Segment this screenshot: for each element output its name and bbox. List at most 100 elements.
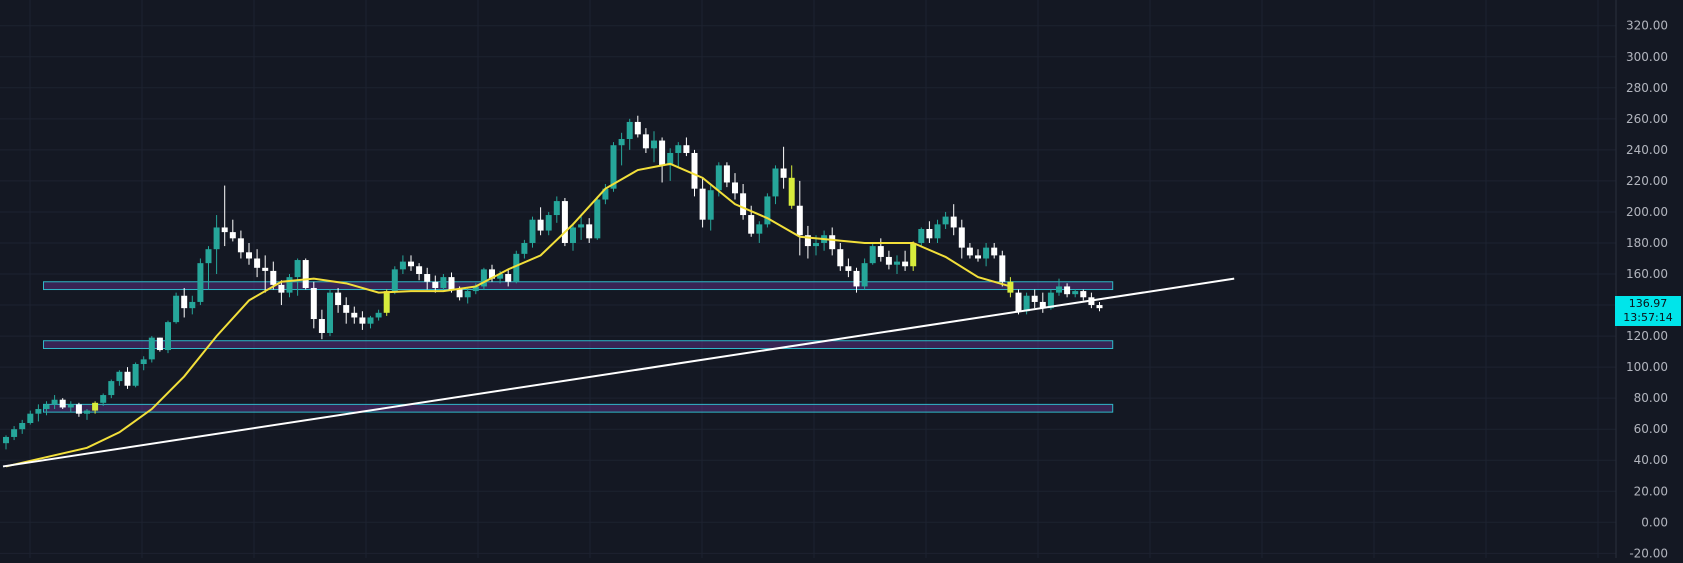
candle bbox=[432, 281, 439, 288]
candle bbox=[383, 291, 390, 313]
price-tick-label: 160.00 bbox=[1626, 267, 1668, 281]
candle bbox=[148, 337, 155, 360]
candle bbox=[926, 229, 933, 239]
candle bbox=[610, 145, 617, 189]
candle bbox=[51, 399, 58, 405]
candle bbox=[59, 399, 66, 408]
price-tick-label: 80.00 bbox=[1634, 391, 1668, 405]
candle bbox=[804, 235, 811, 247]
candle bbox=[229, 232, 236, 239]
price-tick-label: 100.00 bbox=[1626, 360, 1668, 374]
trend-line bbox=[2, 277, 1235, 468]
candle bbox=[642, 134, 649, 149]
candle bbox=[294, 260, 301, 278]
candle bbox=[505, 274, 512, 282]
candle bbox=[270, 270, 277, 285]
candle bbox=[772, 168, 779, 197]
candle bbox=[991, 247, 998, 256]
candle bbox=[108, 381, 115, 396]
candle bbox=[359, 317, 366, 324]
candle bbox=[618, 139, 625, 146]
candle bbox=[92, 402, 99, 411]
candle bbox=[1064, 286, 1071, 295]
candle bbox=[1096, 305, 1103, 309]
candle bbox=[140, 359, 147, 365]
candle bbox=[1047, 292, 1054, 309]
candle bbox=[958, 227, 965, 248]
candle bbox=[237, 238, 244, 253]
candle bbox=[197, 263, 204, 302]
candle bbox=[561, 201, 568, 243]
candle bbox=[302, 260, 309, 288]
candle bbox=[626, 121, 633, 140]
candle bbox=[651, 140, 657, 149]
candle bbox=[578, 224, 585, 228]
candle bbox=[408, 261, 414, 267]
candle bbox=[667, 152, 674, 166]
candle bbox=[1031, 295, 1038, 302]
candle bbox=[545, 215, 552, 231]
candle bbox=[254, 258, 261, 268]
price-axis[interactable]: 320.00 300.00 280.00 260.00 240.00 220.00 200.… bbox=[1626, 19, 1668, 561]
candle bbox=[351, 312, 358, 318]
candle bbox=[35, 409, 42, 414]
candle bbox=[594, 199, 601, 239]
candle bbox=[327, 292, 333, 333]
price-tick-label: 240.00 bbox=[1626, 143, 1668, 157]
candle bbox=[456, 289, 463, 298]
candle bbox=[602, 188, 609, 200]
candle bbox=[845, 266, 852, 271]
candle bbox=[675, 145, 682, 153]
candle bbox=[205, 249, 212, 264]
candle bbox=[902, 261, 909, 267]
candle bbox=[132, 364, 139, 386]
candle bbox=[464, 291, 471, 298]
bar-countdown: 13:57:14 bbox=[1623, 311, 1673, 324]
candle bbox=[683, 145, 690, 153]
candle bbox=[262, 267, 269, 271]
price-tick-label: 40.00 bbox=[1634, 453, 1668, 467]
candle bbox=[424, 274, 431, 282]
moving-average-line bbox=[5, 162, 1011, 468]
candle bbox=[1015, 292, 1022, 312]
candle bbox=[764, 196, 771, 225]
candle bbox=[796, 205, 803, 236]
candle bbox=[861, 263, 868, 287]
candle bbox=[19, 422, 26, 430]
last-price-tag: 136.97 13:57:14 bbox=[1615, 296, 1681, 326]
price-tick-label: 180.00 bbox=[1626, 236, 1668, 250]
candle bbox=[918, 229, 925, 243]
candle bbox=[529, 219, 536, 243]
candle bbox=[975, 255, 981, 259]
support-resistance-zone bbox=[43, 340, 1114, 350]
candle bbox=[416, 266, 423, 275]
candle bbox=[748, 215, 755, 234]
candle bbox=[181, 295, 188, 309]
candle bbox=[1039, 301, 1046, 309]
support-resistance-zone bbox=[43, 281, 1114, 291]
candle bbox=[286, 277, 293, 293]
candle bbox=[156, 337, 163, 351]
candle bbox=[756, 224, 763, 234]
price-tick-label: 120.00 bbox=[1626, 329, 1668, 343]
candle bbox=[440, 277, 447, 288]
candle bbox=[553, 201, 560, 216]
candle bbox=[189, 301, 196, 309]
candle bbox=[910, 242, 917, 267]
candle bbox=[75, 404, 82, 414]
candle bbox=[691, 152, 698, 189]
price-tick-label: 280.00 bbox=[1626, 81, 1668, 95]
candle bbox=[246, 252, 252, 259]
candle bbox=[318, 319, 325, 333]
price-tick-label: 300.00 bbox=[1626, 50, 1668, 64]
candle bbox=[934, 224, 941, 239]
candle bbox=[570, 227, 576, 243]
candle bbox=[1080, 291, 1087, 298]
price-tick-label: 0.00 bbox=[1641, 515, 1668, 529]
candle bbox=[788, 177, 795, 206]
candle bbox=[399, 261, 406, 270]
candle bbox=[659, 140, 666, 166]
candle bbox=[513, 253, 520, 282]
